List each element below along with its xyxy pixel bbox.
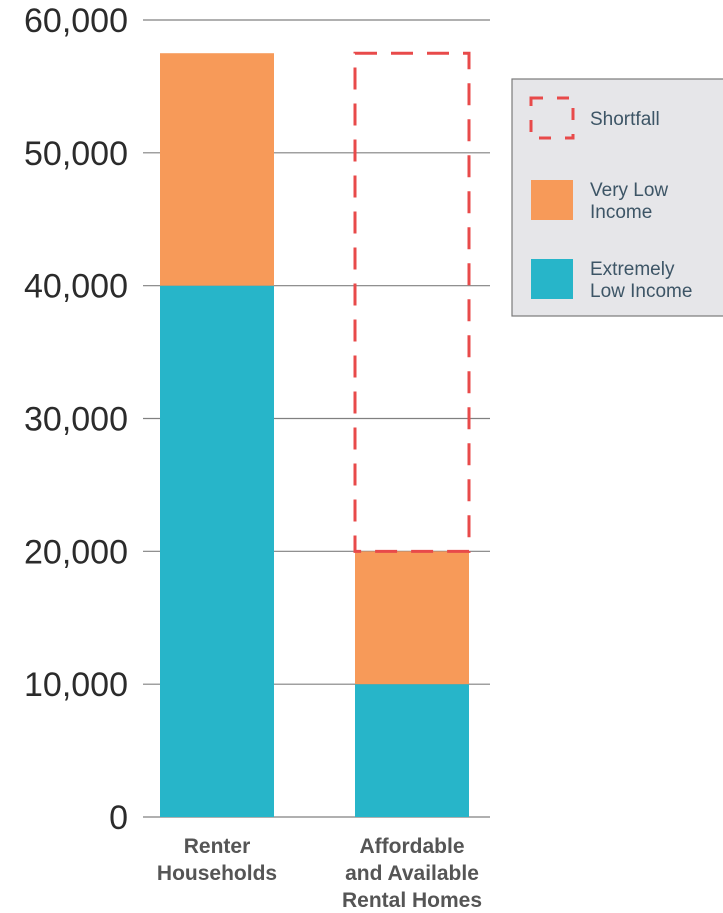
legend-swatch [531, 180, 573, 220]
y-tick-label: 50,000 [24, 135, 128, 173]
legend-label: Extremely [590, 259, 675, 280]
y-tick-label: 20,000 [24, 533, 128, 571]
y-tick-label: 60,000 [24, 2, 128, 40]
bar-segment [355, 551, 469, 685]
bar-segment [160, 53, 274, 286]
legend-label: Very Low [590, 180, 668, 201]
y-tick-label: 40,000 [24, 268, 128, 306]
x-category-label: Renter [184, 835, 251, 858]
y-tick-label: 30,000 [24, 401, 128, 439]
y-tick-label: 10,000 [24, 666, 128, 704]
x-category-label: Households [157, 862, 277, 885]
legend-swatch [531, 259, 573, 299]
bar-segment [355, 684, 469, 817]
x-axis-category-labels: Renter Households Affordable and Available R… [157, 835, 482, 912]
x-category-label: and Available [345, 862, 479, 885]
legend-label: Income [590, 202, 652, 223]
y-axis-tick-labels: 0 10,000 20,000 30,000 40,000 50,000 60,000 [24, 2, 128, 837]
bar-segment [160, 285, 274, 818]
legend-label: Low Income [590, 281, 692, 302]
shortfall-box [353, 51, 471, 553]
x-category-label: Rental Homes [342, 889, 482, 912]
x-category-label: Affordable [360, 835, 465, 858]
y-tick-label: 0 [109, 799, 128, 837]
shortfall-marks [353, 51, 471, 553]
legend-label: Shortfall [590, 109, 660, 130]
bars [160, 53, 469, 818]
legend-shortfall-swatch [529, 96, 575, 140]
